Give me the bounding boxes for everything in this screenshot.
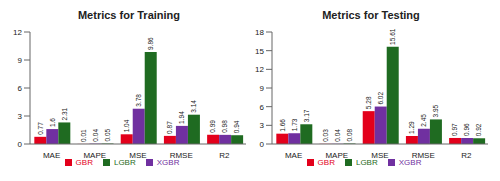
svg-text:MAPE: MAPE	[83, 151, 106, 160]
svg-text:5.28: 5.28	[365, 96, 372, 109]
svg-text:0.96: 0.96	[463, 123, 470, 136]
html-text:LGBR: LGBR	[355, 158, 378, 167]
svg-text:MAPE: MAPE	[325, 151, 348, 160]
svg-text:RMSE: RMSE	[170, 151, 193, 160]
html-text:XGBR: XGBR	[156, 158, 180, 167]
html-text:Metrics for Testing: Metrics for Testing	[322, 9, 420, 21]
svg-text:1.6: 1.6	[49, 118, 56, 127]
svg-text:0.98: 0.98	[221, 120, 228, 133]
svg-text:R2: R2	[461, 151, 472, 160]
svg-text:9: 9	[260, 84, 265, 93]
svg-text:MSE: MSE	[371, 151, 388, 160]
svg-text:12: 12	[255, 65, 264, 74]
svg-text:R2: R2	[219, 151, 230, 160]
svg-text:3: 3	[260, 121, 265, 130]
svg-text:6: 6	[260, 103, 265, 112]
svg-text:3.95: 3.95	[432, 104, 439, 117]
svg-text:0: 0	[18, 140, 23, 149]
svg-text:1.73: 1.73	[291, 118, 298, 131]
svg-text:9.86: 9.86	[147, 37, 154, 50]
svg-text:0.94: 0.94	[233, 120, 240, 133]
svg-text:1.29: 1.29	[408, 121, 415, 134]
html-text:LGBR: LGBR	[113, 158, 136, 167]
html-text:GBR: GBR	[317, 158, 335, 167]
svg-text:6: 6	[18, 84, 23, 93]
svg-text:15.61: 15.61	[389, 28, 396, 45]
svg-text:15: 15	[255, 47, 264, 56]
svg-text:MAE: MAE	[43, 151, 60, 160]
svg-text:6.02: 6.02	[377, 92, 384, 105]
svg-text:18: 18	[255, 28, 264, 37]
svg-text:3: 3	[18, 112, 23, 121]
svg-text:0.97: 0.97	[451, 123, 458, 136]
svg-text:3.17: 3.17	[303, 109, 310, 122]
svg-text:12: 12	[13, 28, 22, 37]
svg-text:2.45: 2.45	[420, 114, 427, 127]
svg-text:0: 0	[260, 140, 265, 149]
svg-text:0.03: 0.03	[322, 129, 329, 142]
html-text:GBR: GBR	[75, 158, 93, 167]
svg-text:0.01: 0.01	[80, 129, 87, 142]
svg-text:RMSE: RMSE	[412, 151, 435, 160]
svg-text:1.94: 1.94	[178, 111, 185, 124]
svg-text:1.66: 1.66	[279, 119, 286, 132]
svg-text:0.04: 0.04	[334, 129, 341, 142]
svg-text:MSE: MSE	[129, 151, 146, 160]
svg-text:0.05: 0.05	[104, 128, 111, 141]
svg-text:MAE: MAE	[285, 151, 302, 160]
svg-text:0.92: 0.92	[475, 123, 482, 136]
svg-text:0.99: 0.99	[209, 120, 216, 133]
svg-text:3.14: 3.14	[190, 100, 197, 113]
html-text:XGBR: XGBR	[398, 158, 422, 167]
svg-text:2.31: 2.31	[61, 107, 68, 120]
svg-text:1.04: 1.04	[123, 119, 130, 132]
svg-text:0.08: 0.08	[346, 128, 353, 141]
svg-text:0.77: 0.77	[37, 122, 44, 135]
svg-text:0.04: 0.04	[92, 129, 99, 142]
svg-text:9: 9	[18, 56, 23, 65]
html-text:Metrics for Training: Metrics for Training	[78, 9, 180, 21]
svg-text:3.78: 3.78	[135, 94, 142, 107]
svg-text:0.87: 0.87	[166, 121, 173, 134]
